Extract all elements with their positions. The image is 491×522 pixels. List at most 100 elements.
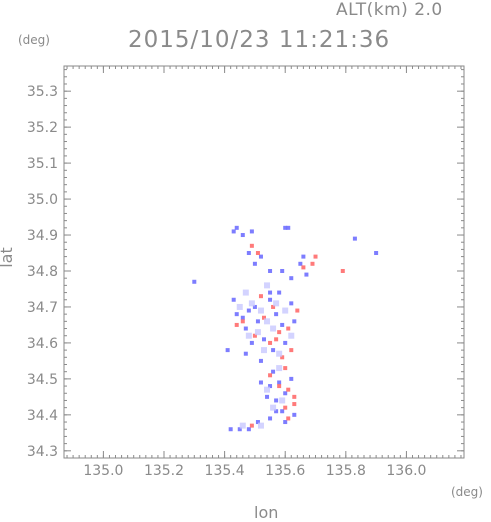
x-tick-label: 135.0 (83, 463, 123, 479)
x-tick-label: 136.0 (386, 463, 426, 479)
y-tick-label: 34.6 (27, 336, 58, 352)
data-point (264, 282, 271, 289)
data-point (374, 251, 379, 256)
data-point (249, 423, 254, 428)
y-axis-unit: (deg) (18, 33, 50, 47)
data-point (249, 229, 254, 234)
data-point (258, 294, 263, 299)
x-tick-label: 135.2 (144, 463, 184, 479)
data-point (240, 233, 245, 238)
data-point (245, 332, 252, 339)
data-point (271, 369, 276, 374)
data-point (243, 326, 248, 331)
data-point (262, 337, 266, 342)
y-tick-label: 35.3 (27, 84, 58, 100)
data-point (240, 319, 245, 324)
data-point (254, 329, 261, 336)
data-point (252, 333, 257, 338)
data-point (252, 261, 257, 266)
data-point (292, 402, 297, 407)
data-point (274, 312, 279, 317)
data-point (289, 301, 294, 306)
data-point (270, 325, 277, 332)
data-point (246, 308, 251, 313)
y-tick-label: 34.3 (27, 444, 58, 460)
data-point (280, 322, 285, 327)
plot-frame (63, 65, 465, 459)
data-point (286, 326, 291, 331)
data-point (268, 340, 273, 345)
data-point (252, 304, 257, 309)
data-point (289, 376, 294, 381)
data-point (286, 387, 291, 392)
data-point (248, 300, 255, 307)
data-point (340, 268, 345, 273)
data-point (265, 394, 270, 399)
data-point (231, 297, 236, 302)
data-point (283, 340, 288, 345)
data-point (288, 332, 295, 339)
data-point (283, 225, 288, 230)
data-point (277, 384, 282, 389)
data-point (274, 398, 279, 403)
y-tick-label: 34.7 (27, 300, 58, 316)
data-point (298, 261, 303, 266)
data-point (277, 380, 282, 385)
data-point (237, 427, 242, 432)
data-point (289, 276, 294, 281)
data-point (264, 318, 271, 325)
data-point (273, 300, 280, 307)
x-axis-label: lon (254, 503, 279, 522)
y-tick-label: 35.0 (27, 192, 58, 208)
axis-tick-labels: 135.0 135.2 135.4 135.6 135.8 136.0 34.3 34.4 34… (27, 84, 427, 479)
data-point (271, 348, 276, 353)
data-point (283, 420, 288, 425)
data-point (276, 350, 283, 357)
data-point (257, 422, 264, 429)
data-point (249, 340, 254, 345)
data-point (228, 427, 233, 432)
data-point (280, 409, 285, 414)
data-point (192, 279, 197, 284)
data-point (301, 265, 306, 270)
data-point (246, 251, 251, 256)
y-tick-label: 34.5 (27, 372, 58, 388)
data-point (258, 380, 263, 385)
data-point (301, 254, 306, 259)
data-point (255, 420, 260, 425)
data-point (234, 322, 239, 327)
y-tick-label: 35.1 (27, 156, 58, 172)
data-point (239, 422, 246, 429)
data-point (268, 373, 273, 378)
data-point (255, 251, 260, 256)
data-point (236, 303, 243, 310)
data-point (310, 261, 315, 266)
axis-ticks (64, 66, 464, 459)
data-point (282, 307, 289, 314)
data-point (270, 404, 277, 411)
data-point (268, 384, 273, 389)
data-point (258, 358, 263, 363)
data-point (313, 254, 318, 259)
data-point (274, 337, 279, 342)
data-point (268, 268, 273, 273)
data-point (295, 308, 300, 313)
data-point (279, 397, 286, 404)
data-point (292, 394, 297, 399)
data-point (225, 348, 230, 353)
data-point (276, 365, 283, 372)
x-tick-label: 135.4 (205, 463, 245, 479)
data-point (280, 268, 285, 273)
data-point (292, 412, 297, 417)
data-point (352, 236, 357, 241)
data-point (277, 330, 282, 335)
data-point (258, 254, 263, 259)
data-point (283, 366, 288, 371)
data-point (268, 416, 273, 421)
data-point (292, 319, 297, 324)
data-point (283, 405, 288, 410)
data-point (249, 243, 254, 248)
altitude-label: ALT(km) 2.0 (336, 0, 443, 20)
data-point (261, 347, 267, 354)
